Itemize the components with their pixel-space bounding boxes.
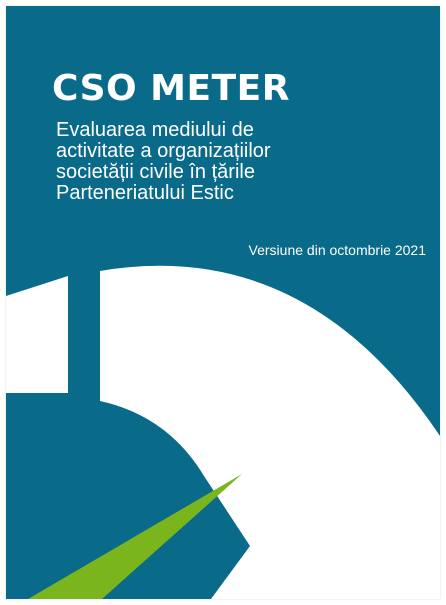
cover-subtitle: Evaluarea mediului de activitate a organ… xyxy=(56,120,356,204)
gauge-needle-green xyxy=(28,474,242,599)
subtitle-line: societății civile în țările xyxy=(56,161,255,183)
gauge-arc-left-segment xyxy=(6,276,68,393)
version-date: Versiune din octombrie 2021 xyxy=(248,242,426,258)
subtitle-line: activitate a organizațiilor xyxy=(56,140,271,162)
subtitle-line: Parteneriatului Estic xyxy=(56,182,234,204)
gauge-needle-white xyxy=(229,393,331,526)
speedometer-gauge-graphic xyxy=(6,265,440,599)
gauge-arc-main-segment xyxy=(100,265,440,599)
subtitle-line: Evaluarea mediului de xyxy=(56,119,254,141)
cover-title: CSO METER xyxy=(52,68,290,109)
report-cover: CSO METER Evaluarea mediului de activita… xyxy=(6,6,440,599)
